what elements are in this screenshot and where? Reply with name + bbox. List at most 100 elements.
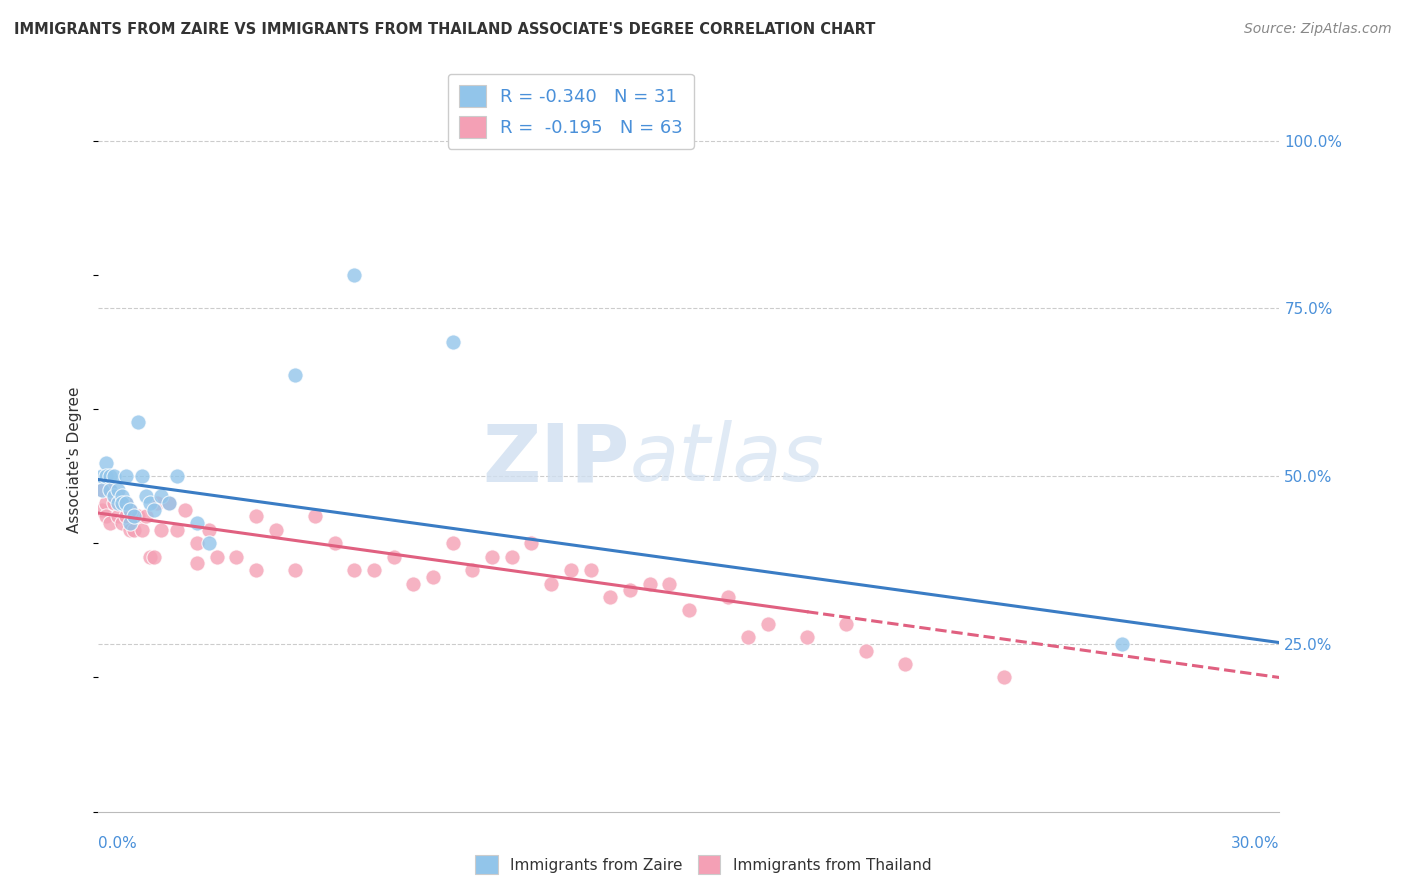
Point [264,523,287,537]
Point [96,509,118,524]
Point [284,563,307,577]
Point [107,496,129,510]
Point [993,671,1015,685]
Point [135,509,157,524]
Point [166,469,188,483]
Point [91,502,114,516]
Point [103,489,125,503]
Point [107,489,129,503]
Point [304,509,326,524]
Point [441,536,464,550]
Point [382,549,405,564]
Point [111,489,134,503]
Point [343,268,366,282]
Point [461,563,484,577]
Point [174,502,197,516]
Legend: Immigrants from Zaire, Immigrants from Thailand: Immigrants from Zaire, Immigrants from T… [468,849,938,880]
Point [118,516,141,530]
Point [225,549,247,564]
Point [107,509,129,524]
Text: 0.0%: 0.0% [98,837,138,851]
Point [166,523,188,537]
Point [796,630,818,644]
Point [111,496,134,510]
Point [186,536,208,550]
Point [142,549,165,564]
Point [103,469,125,483]
Point [323,536,346,550]
Point [599,590,621,604]
Point [619,583,641,598]
Point [98,483,121,497]
Point [96,456,118,470]
Point [481,549,503,564]
Point [1111,637,1133,651]
Point [855,643,877,657]
Point [107,483,129,497]
Y-axis label: Associate's Degree: Associate's Degree [67,386,83,533]
Point [122,509,145,524]
Point [118,523,141,537]
Point [138,496,160,510]
Point [197,536,219,550]
Point [98,483,121,497]
Point [343,563,366,577]
Point [520,536,543,550]
Point [245,563,267,577]
Point [197,523,219,537]
Point [737,630,759,644]
Point [245,509,267,524]
Point [717,590,740,604]
Point [835,616,858,631]
Point [91,483,114,497]
Text: atlas: atlas [630,420,825,499]
Point [96,469,118,483]
Point [422,570,444,584]
Point [402,576,425,591]
Point [98,516,121,530]
Point [98,469,121,483]
Point [150,523,173,537]
Point [131,523,153,537]
Point [560,563,582,577]
Point [115,496,138,510]
Point [135,489,157,503]
Point [678,603,700,617]
Point [638,576,661,591]
Point [501,549,523,564]
Point [142,502,165,516]
Point [579,563,602,577]
Point [186,557,208,571]
Text: ZIP: ZIP [482,420,630,499]
Point [157,496,180,510]
Point [91,469,114,483]
Point [441,334,464,349]
Point [115,509,138,524]
Point [150,489,173,503]
Point [91,483,114,497]
Legend: R = -0.340   N = 31, R =  -0.195   N = 63: R = -0.340 N = 31, R = -0.195 N = 63 [449,74,693,149]
Point [127,416,149,430]
Point [138,549,160,564]
Point [103,496,125,510]
Point [658,576,681,591]
Point [205,549,228,564]
Point [894,657,917,671]
Point [115,496,138,510]
Point [131,469,153,483]
Point [122,523,145,537]
Point [157,496,180,510]
Point [115,469,138,483]
Text: Source: ZipAtlas.com: Source: ZipAtlas.com [1244,22,1392,37]
Point [111,516,134,530]
Point [127,509,149,524]
Text: IMMIGRANTS FROM ZAIRE VS IMMIGRANTS FROM THAILAND ASSOCIATE'S DEGREE CORRELATION: IMMIGRANTS FROM ZAIRE VS IMMIGRANTS FROM… [14,22,876,37]
Point [186,516,208,530]
Text: 30.0%: 30.0% [1232,837,1279,851]
Point [146,496,169,510]
Point [363,563,385,577]
Point [118,502,141,516]
Point [118,502,141,516]
Point [284,368,307,383]
Point [111,496,134,510]
